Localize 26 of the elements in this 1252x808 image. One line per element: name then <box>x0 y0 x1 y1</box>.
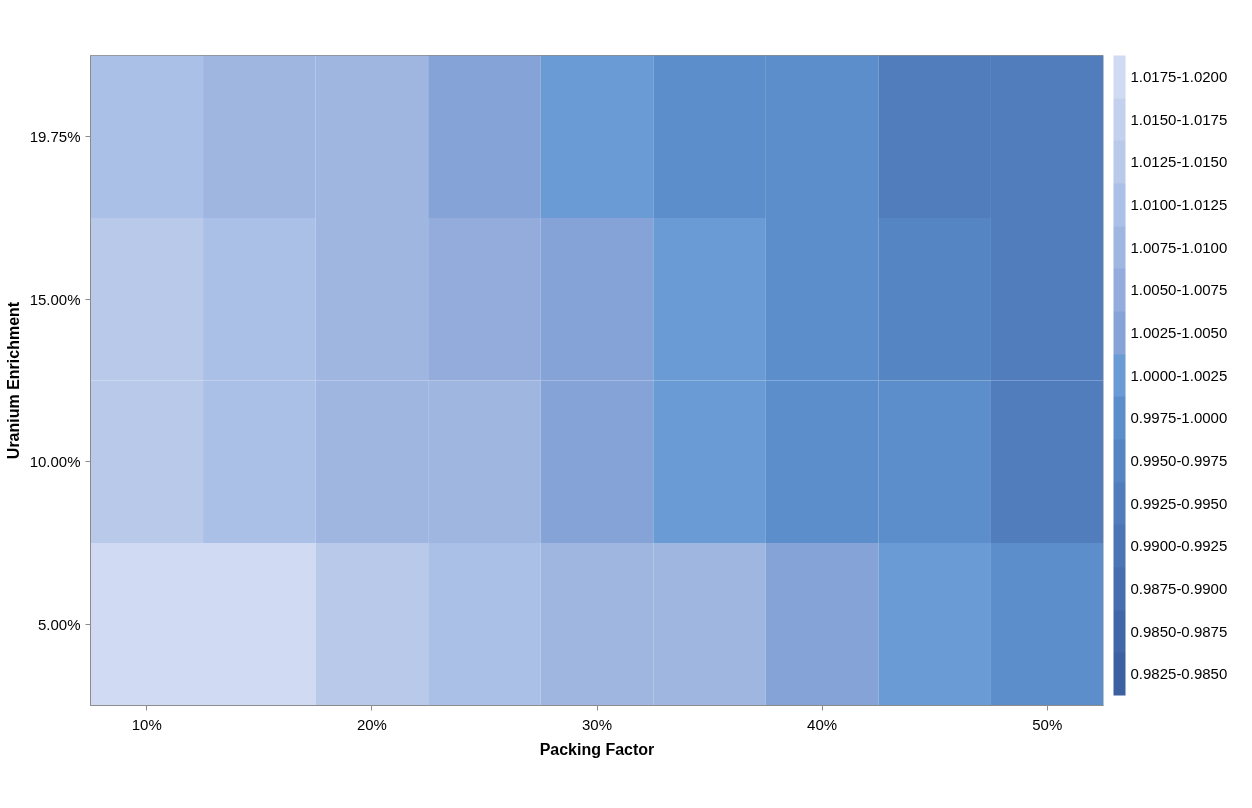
color-bar-label: 1.0125-1.0150 <box>1130 153 1228 171</box>
color-bar-label: 1.0100-1.0125 <box>1130 195 1228 213</box>
x-tick-label: 40% <box>807 715 838 733</box>
color-bar-label: 0.9950-0.9975 <box>1130 451 1228 469</box>
color-bar-label: 1.0025-1.0050 <box>1130 323 1228 341</box>
color-bar-label: 0.9900-0.9925 <box>1130 537 1228 555</box>
color-bar-label: 0.9925-0.9950 <box>1130 494 1228 512</box>
color-bar-label: 1.0075-1.0100 <box>1130 238 1228 256</box>
color-bar-label: 0.9975-1.0000 <box>1130 409 1228 427</box>
x-tick-label: 10% <box>131 715 162 733</box>
x-tick-label: 20% <box>356 715 387 733</box>
y-tick-label: 15.00% <box>29 290 81 308</box>
x-axis-title: Packing Factor <box>539 740 655 758</box>
color-bar-label: 1.0150-1.0175 <box>1130 110 1228 128</box>
y-tick-label: 10.00% <box>29 453 81 471</box>
x-tick-label: 30% <box>581 715 613 733</box>
color-bar-label: 0.9875-0.9900 <box>1130 579 1228 597</box>
color-bar-label: 0.9850-0.9875 <box>1130 622 1228 640</box>
y-axis-title: Uranium Enrichment <box>4 301 22 460</box>
color-bar-label: 1.0050-1.0075 <box>1130 281 1228 299</box>
y-tick-label: 19.75% <box>29 128 81 146</box>
y-tick-label: 5.00% <box>37 615 81 633</box>
color-bar-label: 1.0000-1.0025 <box>1130 366 1228 384</box>
color-bar-label: 0.9825-0.9850 <box>1130 665 1228 683</box>
x-tick-label: 50% <box>1032 715 1063 733</box>
color-bar-label: 1.0175-1.0200 <box>1130 67 1228 85</box>
